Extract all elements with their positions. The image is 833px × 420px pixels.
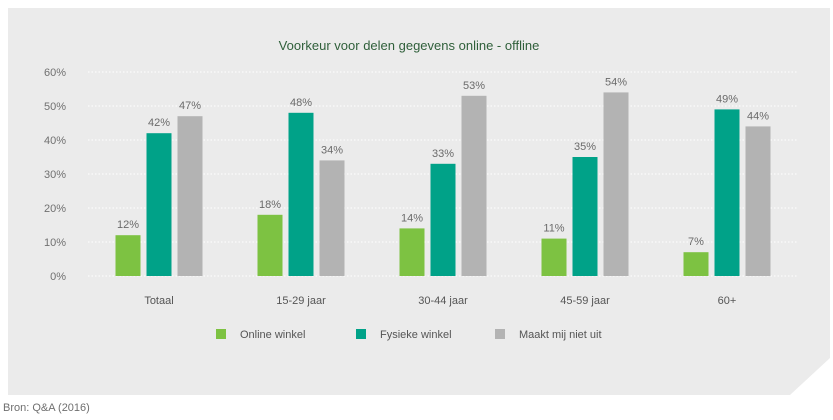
category-label: 45-59 jaar: [560, 295, 610, 307]
legend-swatch: [356, 329, 366, 339]
y-tick-label: 40%: [44, 135, 66, 147]
data-label: 7%: [688, 236, 704, 248]
data-label: 18%: [259, 199, 281, 211]
y-tick-label: 60%: [44, 67, 66, 79]
data-label: 35%: [574, 141, 596, 153]
category-label: 30-44 jaar: [418, 295, 468, 307]
legend-label: Maakt mij niet uit: [519, 329, 602, 341]
y-tick-label: 10%: [44, 237, 66, 249]
category-label: 60+: [718, 295, 737, 307]
bar: [177, 116, 203, 276]
data-label: 53%: [463, 80, 485, 92]
y-tick-label: 0%: [50, 271, 66, 283]
chart-panel: Voorkeur voor delen gegevens online - of…: [8, 8, 830, 395]
bar: [745, 126, 771, 277]
y-tick-label: 20%: [44, 203, 66, 215]
bar: [288, 112, 314, 276]
data-label: 49%: [716, 93, 738, 105]
category-label: Totaal: [144, 295, 173, 307]
chart-title: Voorkeur voor delen gegevens online - of…: [279, 38, 540, 53]
bar: [430, 163, 456, 276]
bar: [319, 160, 345, 276]
data-label: 33%: [432, 148, 454, 160]
legend-label: Online winkel: [240, 329, 305, 341]
bar: [461, 95, 487, 276]
data-label: 54%: [605, 76, 627, 88]
bar: [572, 157, 598, 276]
bar: [115, 235, 141, 276]
bar: [603, 92, 629, 277]
bar: [146, 133, 172, 276]
data-label: 48%: [290, 97, 312, 109]
data-label: 44%: [747, 110, 769, 122]
legend-swatch: [216, 329, 226, 339]
data-label: 34%: [321, 144, 343, 156]
bar: [683, 252, 709, 276]
y-tick-label: 50%: [44, 101, 66, 113]
bar: [714, 109, 740, 277]
bar: [257, 214, 283, 276]
category-label: 15-29 jaar: [276, 295, 326, 307]
data-label: 14%: [401, 212, 423, 224]
source-note: Bron: Q&A (2016): [3, 402, 90, 414]
data-label: 12%: [117, 219, 139, 231]
y-tick-label: 30%: [44, 169, 66, 181]
bar-chart: Voorkeur voor delen gegevens online - of…: [44, 38, 798, 341]
data-label: 47%: [179, 100, 201, 112]
data-label: 42%: [148, 117, 170, 129]
bar: [399, 228, 425, 276]
bar: [541, 238, 567, 276]
data-label: 11%: [543, 223, 564, 235]
legend-swatch: [495, 329, 505, 339]
legend-label: Fysieke winkel: [380, 329, 452, 341]
